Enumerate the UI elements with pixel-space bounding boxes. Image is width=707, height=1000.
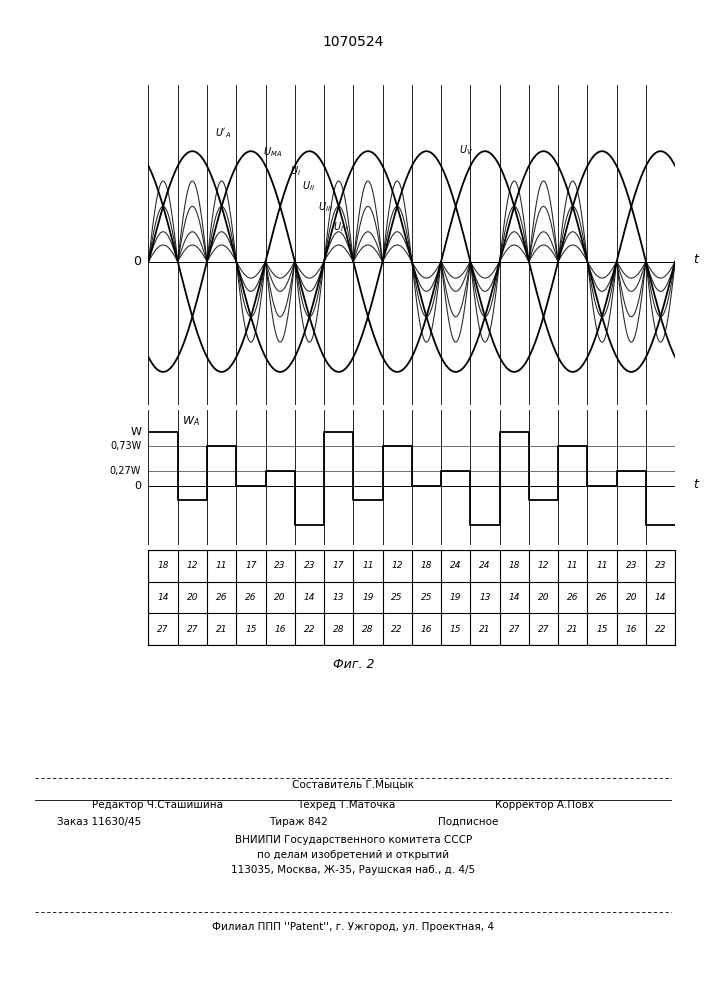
Text: 19: 19 <box>362 593 374 602</box>
Text: Заказ 11630/45: Заказ 11630/45 <box>57 817 141 827</box>
Text: $U_{II}$: $U_{II}$ <box>302 179 315 193</box>
Text: 22: 22 <box>392 625 403 634</box>
Text: $t$: $t$ <box>693 478 700 491</box>
Text: 27: 27 <box>158 625 169 634</box>
Text: 27: 27 <box>508 625 520 634</box>
Text: 14: 14 <box>508 593 520 602</box>
Text: 15: 15 <box>596 625 608 634</box>
Text: Редактор Ч.Сташишина: Редактор Ч.Сташишина <box>92 800 223 810</box>
Text: 0,27W: 0,27W <box>110 466 141 476</box>
Text: 14: 14 <box>304 593 315 602</box>
Text: 24: 24 <box>479 561 491 570</box>
Text: 13: 13 <box>333 593 344 602</box>
Text: 0: 0 <box>133 255 141 268</box>
Text: 18: 18 <box>158 561 169 570</box>
Text: 26: 26 <box>567 593 578 602</box>
Text: 17: 17 <box>333 561 344 570</box>
Text: 11: 11 <box>567 561 578 570</box>
Text: по делам изобретений и открытий: по делам изобретений и открытий <box>257 850 450 860</box>
Text: 20: 20 <box>626 593 637 602</box>
Text: 27: 27 <box>187 625 198 634</box>
Text: $U_V$: $U_V$ <box>459 143 473 157</box>
Text: $W_A$: $W_A$ <box>182 414 200 428</box>
Text: 20: 20 <box>274 593 286 602</box>
Text: 12: 12 <box>392 561 403 570</box>
Text: 16: 16 <box>626 625 637 634</box>
Text: 26: 26 <box>596 593 608 602</box>
Text: 14: 14 <box>655 593 666 602</box>
Text: 26: 26 <box>245 593 257 602</box>
Text: Тираж 842: Тираж 842 <box>269 817 327 827</box>
Text: 22: 22 <box>304 625 315 634</box>
Text: 113035, Москва, Ж-35, Раушская наб., д. 4/5: 113035, Москва, Ж-35, Раушская наб., д. … <box>231 865 476 875</box>
Text: 18: 18 <box>508 561 520 570</box>
Text: 28: 28 <box>333 625 344 634</box>
Text: 15: 15 <box>245 625 257 634</box>
Text: 28: 28 <box>362 625 374 634</box>
Text: 14: 14 <box>158 593 169 602</box>
Text: 24: 24 <box>450 561 462 570</box>
Text: 23: 23 <box>626 561 637 570</box>
Text: $U_{III}$: $U_{III}$ <box>318 200 333 214</box>
Text: 19: 19 <box>450 593 462 602</box>
Text: 21: 21 <box>479 625 491 634</box>
Text: 12: 12 <box>538 561 549 570</box>
Text: $U_I$: $U_I$ <box>291 164 301 178</box>
Text: $U_{MA}$: $U_{MA}$ <box>262 145 282 159</box>
Text: 23: 23 <box>274 561 286 570</box>
Text: 16: 16 <box>421 625 432 634</box>
Text: 0: 0 <box>134 481 141 491</box>
Text: 17: 17 <box>245 561 257 570</box>
Text: 12: 12 <box>187 561 198 570</box>
Text: 25: 25 <box>421 593 432 602</box>
Text: 15: 15 <box>450 625 462 634</box>
Text: ВНИИПИ Государственного комитета СССР: ВНИИПИ Государственного комитета СССР <box>235 835 472 845</box>
Text: 23: 23 <box>655 561 666 570</box>
Text: 21: 21 <box>216 625 228 634</box>
Text: 18: 18 <box>421 561 432 570</box>
Text: 25: 25 <box>392 593 403 602</box>
Text: 13: 13 <box>479 593 491 602</box>
Text: 27: 27 <box>538 625 549 634</box>
Text: $U'_A$: $U'_A$ <box>215 126 231 140</box>
Text: Подписное: Подписное <box>438 817 498 827</box>
Text: 26: 26 <box>216 593 228 602</box>
Text: 1070524: 1070524 <box>323 35 384 49</box>
Text: $U_{IV}$: $U_{IV}$ <box>333 220 349 234</box>
Text: 20: 20 <box>538 593 549 602</box>
Text: W: W <box>130 427 141 437</box>
Text: 16: 16 <box>274 625 286 634</box>
Text: Составитель Г.Мыцык: Составитель Г.Мыцык <box>293 780 414 790</box>
Text: 22: 22 <box>655 625 666 634</box>
Text: 0,73W: 0,73W <box>110 441 141 451</box>
Text: Фиг. 2: Фиг. 2 <box>333 658 374 672</box>
Text: 11: 11 <box>216 561 228 570</box>
Text: Корректор А.Повх: Корректор А.Повх <box>495 800 594 810</box>
Text: 21: 21 <box>567 625 578 634</box>
Text: 11: 11 <box>596 561 608 570</box>
Text: 23: 23 <box>304 561 315 570</box>
Text: 20: 20 <box>187 593 198 602</box>
Text: $t$: $t$ <box>693 253 700 266</box>
Text: Техред Т.Маточка: Техред Т.Маточка <box>297 800 395 810</box>
Text: 11: 11 <box>362 561 374 570</box>
Text: Филиал ППП ''Patent'', г. Ужгород, ул. Проектная, 4: Филиал ППП ''Patent'', г. Ужгород, ул. П… <box>213 922 494 932</box>
